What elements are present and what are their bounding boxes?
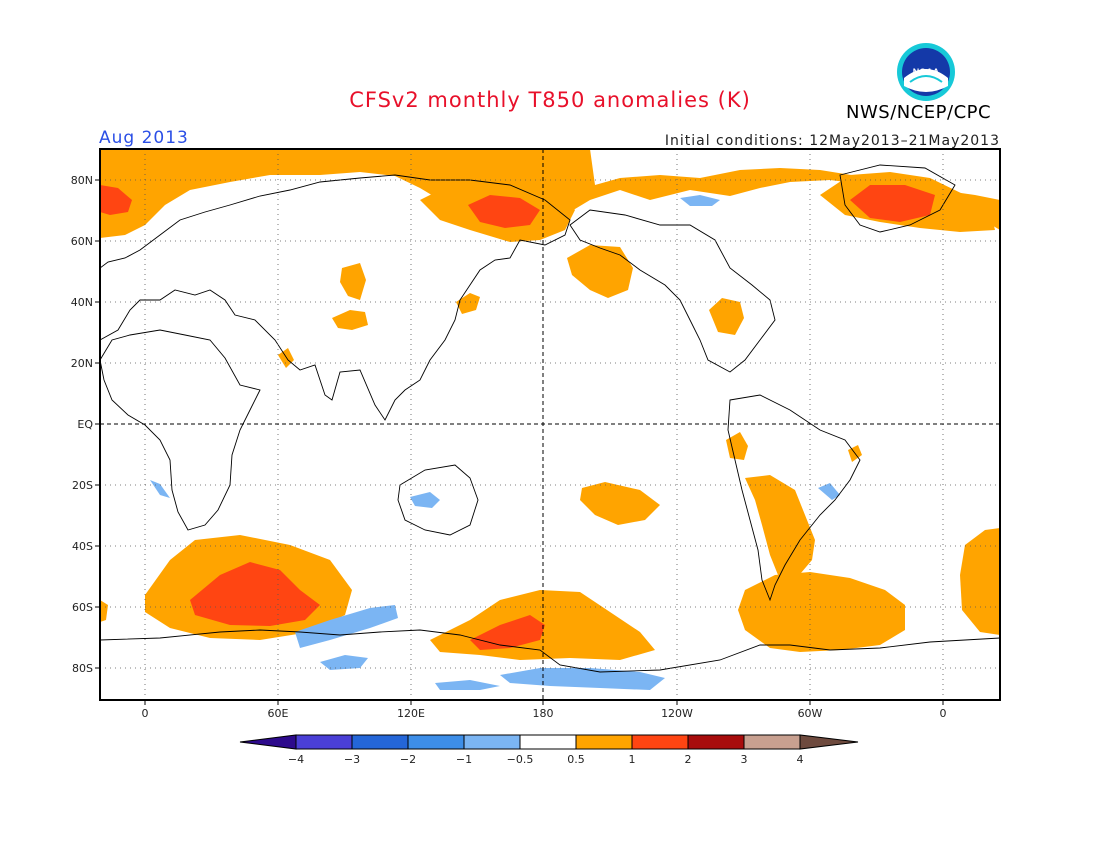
agency-label: NWS/NCEP/CPC [846, 102, 992, 123]
lat-label: 20N [71, 357, 93, 370]
colorbar-label: 4 [797, 753, 804, 766]
colorbar-label: −4 [288, 753, 304, 766]
colorbar-segment [687, 734, 745, 750]
lon-label: 180 [533, 707, 554, 720]
colorbar-segment [407, 734, 465, 750]
lon-label: 0 [142, 707, 149, 720]
anomaly-region-arabia [278, 348, 294, 368]
forecast-month: Aug 2013 [99, 128, 189, 148]
initial-conditions: Initial conditions: 12May2013–21May2013 [664, 133, 1000, 149]
lat-label: 40N [71, 296, 93, 309]
longitude-labels: 0 60E 120E 180 120W 60W 0 [142, 700, 947, 720]
lon-label: 0 [940, 707, 947, 720]
lat-label: 60S [72, 601, 93, 614]
anomaly-core-southern-indian [190, 562, 320, 626]
coastline-greenland [839, 164, 956, 233]
lon-label: 120W [661, 707, 693, 720]
anomaly-region-west-edge [100, 600, 108, 622]
lon-label: 60W [798, 707, 823, 720]
anomaly-region-south-atlantic-ocean [738, 572, 905, 652]
colorbar-arrow-high [799, 734, 859, 750]
colorbar-arrow-low [239, 734, 297, 750]
anomaly-region-south-america [745, 475, 815, 580]
lat-label: 60N [71, 235, 93, 248]
anomaly-region-arctic-inner [590, 149, 1000, 200]
colorbar-label: 3 [741, 753, 748, 766]
colorbar-segment [575, 734, 633, 750]
colorbar-label: 2 [685, 753, 692, 766]
anomaly-fields [100, 149, 1000, 690]
colorbar-label: −1 [456, 753, 472, 766]
anomaly-region-north-pacific [567, 245, 633, 298]
anomaly-region-japan [456, 293, 480, 314]
negative-anomaly-antarctic-coast-3 [435, 680, 500, 690]
logo-text: NOAA [913, 67, 940, 77]
colorbar-segment [519, 734, 577, 750]
colorbar-segment [743, 734, 801, 750]
colorbar-segment [295, 734, 353, 750]
negative-anomaly-australia [410, 492, 440, 508]
anomaly-region-south-pacific [580, 482, 660, 525]
lat-label: 40S [72, 540, 93, 553]
colorbar: −4 −3 −2 −1 −0.5 0.5 1 2 3 4 [239, 734, 859, 766]
colorbar-label: 0.5 [567, 753, 585, 766]
anomaly-core-siberia [468, 195, 540, 228]
negative-anomaly-antarctic-coast-2 [320, 655, 368, 670]
anomaly-region-east-edge [960, 528, 1000, 635]
anomaly-region-north-america [709, 298, 744, 335]
anomaly-core-europe-west [100, 185, 132, 215]
anomaly-region-tibet [332, 310, 368, 330]
lat-label: EQ [77, 418, 93, 431]
colorbar-segment [351, 734, 409, 750]
lon-label: 60E [268, 707, 289, 720]
anomaly-region-central-asia [340, 263, 366, 300]
negative-anomaly-greenland-north [680, 195, 720, 206]
lat-label: 80S [72, 662, 93, 675]
colorbar-label: −2 [400, 753, 416, 766]
lat-label: 80N [71, 174, 93, 187]
negative-anomaly-africa [150, 480, 170, 498]
lon-label: 120E [397, 707, 425, 720]
coastline-australia [397, 464, 479, 536]
colorbar-segment [631, 734, 689, 750]
coastline-africa [100, 329, 261, 531]
anomaly-core-greenland [850, 185, 935, 222]
coastline-eurasia [100, 174, 571, 421]
noaa-logo: NOAA [897, 43, 955, 101]
anomaly-region-peru [726, 432, 748, 460]
latitude-labels: 80N 60N 40N 20N EQ 20S 40S 60S 80S [71, 174, 100, 675]
lat-label: 20S [72, 479, 93, 492]
coastline-south-america [727, 394, 861, 602]
colorbar-label: −3 [344, 753, 360, 766]
negative-anomaly-south-atlantic [818, 483, 840, 500]
chart-title: CFSv2 monthly T850 anomalies (K) [349, 88, 751, 112]
colorbar-segment [463, 734, 521, 750]
coastline-north-america [569, 209, 776, 373]
anomaly-region-arctic [100, 149, 1000, 238]
negative-anomaly-antarctic-coast-1 [295, 605, 398, 648]
coastline-antarctica [100, 629, 1000, 673]
colorbar-label: −0.5 [507, 753, 534, 766]
anomaly-core-ross-sea [470, 615, 545, 650]
colorbar-label: 1 [629, 753, 636, 766]
negative-anomaly-amundsen [500, 668, 665, 690]
